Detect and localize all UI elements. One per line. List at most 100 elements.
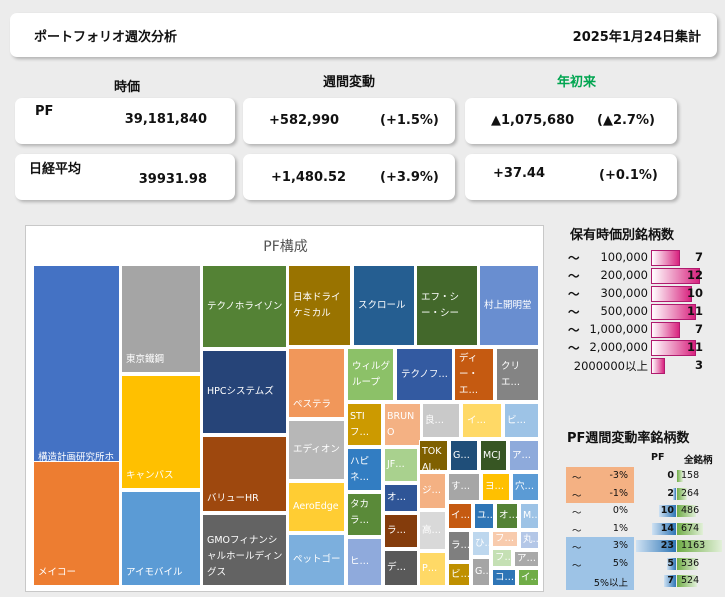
all-count: 158 xyxy=(681,470,700,481)
all-count: 524 xyxy=(681,575,700,586)
treemap-cell: テクノフ… xyxy=(396,348,453,401)
treemap-cell: G… xyxy=(450,440,478,471)
pf-count-bar xyxy=(636,540,676,552)
treemap-cell: JF… xyxy=(384,448,418,482)
pf-count-bar xyxy=(659,505,676,517)
pf-count-bar xyxy=(664,575,676,587)
treemap-cell: 日本ドライケミカル xyxy=(288,265,351,346)
treemap-cell: ア… xyxy=(514,551,539,567)
positive-band xyxy=(566,537,634,555)
treemap-cell-label: STIフ… xyxy=(350,410,370,438)
treemap-cell: G… xyxy=(472,558,490,586)
all-count: 536 xyxy=(681,558,700,569)
holdings-bar xyxy=(651,250,680,266)
treemap-cell-label: G… xyxy=(475,566,489,577)
treemap-cell-label: イ… xyxy=(521,571,539,583)
treemap-cell: ひ… xyxy=(472,531,490,556)
pf-count-bar xyxy=(652,523,676,535)
treemap-cell-label: 良… xyxy=(425,414,445,426)
holdings-bar xyxy=(651,340,696,356)
treemap-title: PF構成 xyxy=(263,239,308,255)
holdings-count: 12 xyxy=(686,268,703,282)
treemap-cell-label: ラ… xyxy=(451,540,470,551)
treemap-cell: ビ… xyxy=(448,563,470,586)
treemap-cell: ビ… xyxy=(504,403,539,438)
treemap-cell-label: ひ… xyxy=(475,537,489,549)
all-count: 264 xyxy=(681,488,700,499)
treemap-cell: 穴… xyxy=(512,473,539,501)
treemap-cell: タカラ… xyxy=(347,493,382,536)
treemap-cell-label: GMOフィナンシャルホールディングス xyxy=(207,535,283,578)
holdings-count: 7 xyxy=(694,322,703,336)
treemap-cell-label: ハピネ… xyxy=(350,455,370,483)
treemap-cell: スクロール xyxy=(353,265,415,346)
treemap-cell-label: ア… xyxy=(512,449,532,461)
all-count-bar xyxy=(677,575,697,587)
treemap-cell: す… xyxy=(448,473,480,501)
change-prefix: ～ xyxy=(572,508,582,519)
treemap-cell: HPCシステムズ xyxy=(202,350,287,434)
treemap-cell-label: アイモバイル xyxy=(126,567,183,578)
treemap-cell: ペットゴー xyxy=(288,534,345,586)
nikkei-weekly-card: +1,480.52 (+3.9%) xyxy=(243,154,455,200)
treemap-cell: イ… xyxy=(448,503,472,529)
pf-count: 10 xyxy=(660,505,674,516)
treemap-cell: STIフ… xyxy=(347,403,382,446)
treemap-cell: P… xyxy=(419,552,446,586)
change-prefix: ～ xyxy=(572,543,582,554)
pf-ytd-value: ▲1,075,680 xyxy=(491,113,575,128)
treemap-cell-label: コ… xyxy=(495,571,515,583)
treemap-cell: ア… xyxy=(509,440,539,471)
holdings-count: 10 xyxy=(686,286,703,300)
treemap-cell-label: オ… xyxy=(387,492,407,503)
treemap-cell-label: AeroEdge xyxy=(293,501,339,512)
all-count-bar xyxy=(677,523,703,535)
holdings-range-label: 1,000,000 xyxy=(589,322,648,336)
treemap-cell-label: 東京鐵鋼 xyxy=(126,354,165,365)
col-pf-label: PF xyxy=(651,452,665,463)
holdings-range-label: 500,000 xyxy=(600,304,648,318)
treemap-cell-label: 村上開明堂 xyxy=(484,299,532,311)
nikkei-ytd-pct: (+0.1%) xyxy=(599,168,658,183)
treemap-cell-label: 穴… xyxy=(515,481,535,492)
treemap-cell: バリューHR xyxy=(202,436,287,512)
treemap-cell-label: MCJ xyxy=(483,449,501,461)
treemap-cell: メイコー xyxy=(33,461,120,586)
nikkei-price-card: 日経平均 39931.98 xyxy=(15,154,235,200)
holdings-chart: ～ 100,000 7 ～ 200,000 12 ～ 300,000 10 ～ 500,000 11 ～… xyxy=(560,248,725,388)
treemap-cell-label: イ… xyxy=(451,510,471,521)
treemap-cell: 高… xyxy=(419,511,446,550)
treemap-cell: テクノホライゾン xyxy=(202,265,287,348)
treemap-cell-label: ジ… xyxy=(422,485,442,496)
treemap-cell: BRUNO xyxy=(384,403,421,446)
treemap-cell-label: ビ… xyxy=(507,414,527,426)
pf-count: 14 xyxy=(660,523,674,534)
pf-count: 0 xyxy=(667,470,674,481)
treemap-cell-label: す… xyxy=(451,481,471,492)
all-count-bar xyxy=(677,470,683,482)
holdings-prefix: ～ xyxy=(568,287,580,301)
pf-price-card: PF 39,181,840 xyxy=(15,98,235,144)
pf-ytd-card: ▲1,075,680 (▲2.7%) xyxy=(465,98,677,144)
change-range-label: 0% xyxy=(612,505,628,516)
pf-weekly-pct: (+1.5%) xyxy=(380,113,439,128)
change-range-label: 5%以上 xyxy=(593,578,628,589)
all-count-bar xyxy=(677,558,698,570)
all-count: 486 xyxy=(681,505,700,516)
change-range-label: 5% xyxy=(612,558,628,569)
pf-count-bar xyxy=(673,488,676,500)
treemap-cell: 構造計画研究所ホールディングス xyxy=(33,265,120,487)
pf-count: 7 xyxy=(667,575,674,586)
treemap-cell: MCJ xyxy=(480,440,507,471)
nikkei-label: 日経平均 xyxy=(29,162,82,177)
change-prefix: ～ xyxy=(572,473,582,484)
pf-count: 2 xyxy=(667,488,674,499)
treemap-cell-label: デ… xyxy=(387,562,407,573)
holdings-title: 保有時価別銘柄数 xyxy=(570,228,675,243)
treemap-cell-label: バリューHR xyxy=(207,493,259,504)
treemap-cell: ウィルグループ xyxy=(347,348,394,401)
treemap-cell-label: ペステラ xyxy=(293,399,332,410)
treemap-cell-label: フ… xyxy=(495,552,511,563)
col-weekly-header: 週間変動 xyxy=(323,75,376,90)
